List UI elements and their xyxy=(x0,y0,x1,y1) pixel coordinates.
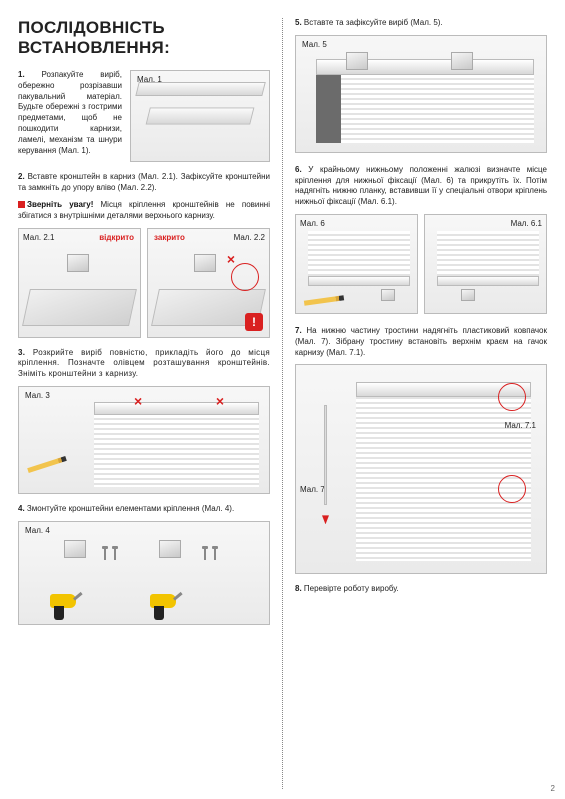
warning-icon xyxy=(18,201,25,208)
pencil-icon xyxy=(27,456,67,473)
figure-6-1: Мал. 6.1 xyxy=(424,214,547,314)
bracket-icon xyxy=(194,254,216,272)
figures-6: Мал. 6 Мал. 6.1 xyxy=(295,214,547,314)
page-title: ПОСЛІДОВНІСТЬ ВСТАНОВЛЕННЯ: xyxy=(18,18,270,58)
blinds-illustration xyxy=(437,231,539,280)
screw-icon xyxy=(104,548,106,560)
pencil-icon xyxy=(304,295,344,306)
step-7-body: На нижню частину тростини надягніть плас… xyxy=(295,326,547,357)
figure-5-label: Мал. 5 xyxy=(302,40,327,49)
detail-circle xyxy=(231,263,259,291)
rail-illustration-2 xyxy=(145,107,254,124)
bracket-icon xyxy=(64,540,86,558)
step-1: 1. Розпакуйте виріб, обережно розрізавши… xyxy=(18,70,270,162)
step-3-num: 3. xyxy=(18,348,25,357)
step-7-text: 7. На нижню частину тростини надягніть п… xyxy=(295,326,547,358)
bracket-icon xyxy=(159,540,181,558)
step-8-body: Перевірте роботу виробу. xyxy=(304,584,399,593)
x-mark-icon: × xyxy=(134,393,142,409)
right-column: 5. Вставте та зафіксуйте виріб (Мал. 5).… xyxy=(283,18,547,789)
figure-6: Мал. 6 xyxy=(295,214,418,314)
drill-icon xyxy=(44,594,84,622)
page-number: 2 xyxy=(551,784,555,793)
blinds-illustration xyxy=(94,410,259,486)
screw-icon xyxy=(214,548,216,560)
figure-2-1: Мал. 2.1 відкрито xyxy=(18,228,141,338)
bottom-rail xyxy=(437,276,539,286)
step-5-text: 5. Вставте та зафіксуйте виріб (Мал. 5). xyxy=(295,18,547,29)
figure-2-2: Мал. 2.2 закрито × ! xyxy=(147,228,270,338)
step-2-text: 2. Вставте кронштейн в карниз (Мал. 2.1)… xyxy=(18,172,270,194)
warning-label: Зверніть увагу! xyxy=(27,200,93,209)
x-mark-icon: × xyxy=(216,393,224,409)
bracket-icon xyxy=(67,254,89,272)
figure-6-1-label: Мал. 6.1 xyxy=(511,219,542,228)
figure-4-label: Мал. 4 xyxy=(25,526,50,535)
figure-7-1-label: Мал. 7.1 xyxy=(505,421,536,430)
figure-2-1-label: Мал. 2.1 xyxy=(23,233,54,242)
rail-illustration xyxy=(135,82,266,96)
figures-2: Мал. 2.1 відкрито Мал. 2.2 закрито × ! xyxy=(18,228,270,338)
figure-7-label: Мал. 7 xyxy=(300,485,325,494)
figure-3-label: Мал. 3 xyxy=(25,391,50,400)
x-mark-icon: × xyxy=(227,251,235,267)
step-5-body: Вставте та зафіксуйте виріб (Мал. 5). xyxy=(304,18,443,27)
step-1-num: 1. xyxy=(18,70,25,79)
bottom-rail xyxy=(308,276,410,286)
bracket-icon xyxy=(451,52,473,70)
screw-icon xyxy=(114,548,116,560)
step-5-num: 5. xyxy=(295,18,302,27)
step-4-num: 4. xyxy=(18,504,25,513)
bracket-icon xyxy=(346,52,368,70)
rail-piece xyxy=(22,289,136,326)
step-6-num: 6. xyxy=(295,165,302,174)
alert-icon: ! xyxy=(245,313,263,331)
step-6-text: 6. У крайньому нижньому положенні жалюзі… xyxy=(295,165,547,208)
cap-icon xyxy=(322,515,329,524)
step-2-warning: Зверніть увагу! Місця кріплення кронштей… xyxy=(18,200,270,222)
blinds-illustration xyxy=(341,75,534,142)
page: ПОСЛІДОВНІСТЬ ВСТАНОВЛЕННЯ: 1. Розпакуйт… xyxy=(0,0,565,799)
screw-icon xyxy=(204,548,206,560)
wand-icon xyxy=(324,405,327,505)
left-column: ПОСЛІДОВНІСТЬ ВСТАНОВЛЕННЯ: 1. Розпакуйт… xyxy=(18,18,282,789)
step-6-body: У крайньому нижньому положенні жалюзі ви… xyxy=(295,165,547,206)
figure-2-2-label: Мал. 2.2 xyxy=(234,233,265,242)
figure-4: Мал. 4 xyxy=(18,521,270,625)
figure-1: Мал. 1 xyxy=(130,70,270,162)
step-2-num: 2. xyxy=(18,172,25,181)
step-8-text: 8. Перевірте роботу виробу. xyxy=(295,584,547,595)
step-4-body: Змонтуйте кронштейни елементами кріпленн… xyxy=(27,504,234,513)
step-1-text: 1. Розпакуйте виріб, обережно розрізавши… xyxy=(18,70,122,156)
clip-icon xyxy=(461,289,475,301)
step-2-body: Вставте кронштейн в карниз (Мал. 2.1). З… xyxy=(18,172,270,192)
top-rail xyxy=(94,402,259,415)
step-1-body: Розпакуйте виріб, обережно розрізавши па… xyxy=(18,70,122,155)
figure-5: Мал. 5 xyxy=(295,35,547,153)
closed-label: закрито xyxy=(154,233,185,242)
step-3-text: 3. Розкрийте виріб повністю, прикладіть … xyxy=(18,348,270,380)
step-3-body: Розкрийте виріб повністю, прикладіть йог… xyxy=(18,348,270,379)
figure-6-label: Мал. 6 xyxy=(300,219,325,228)
step-7-num: 7. xyxy=(295,326,302,335)
step-8-num: 8. xyxy=(295,584,302,593)
clip-icon xyxy=(381,289,395,301)
step-4-text: 4. Змонтуйте кронштейни елементами кріпл… xyxy=(18,504,270,515)
blinds-illustration xyxy=(308,231,410,280)
open-label: відкрито xyxy=(99,233,134,242)
figure-7: Мал. 7 Мал. 7.1 xyxy=(295,364,547,574)
drill-icon xyxy=(144,594,184,622)
figure-3: Мал. 3 × × xyxy=(18,386,270,494)
